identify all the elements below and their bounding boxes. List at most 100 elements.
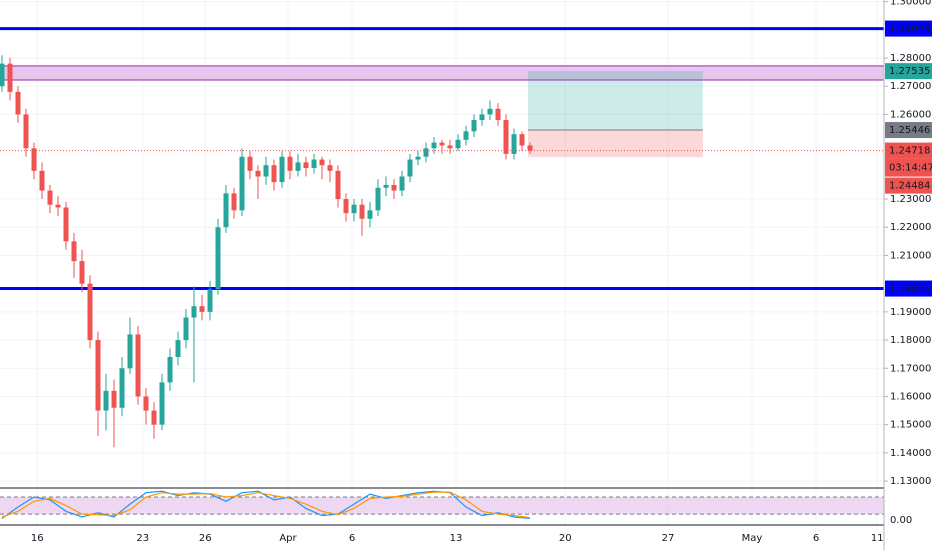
y-tick-label: 0.00 xyxy=(890,515,912,526)
supply-zone xyxy=(0,65,885,81)
position-loss xyxy=(528,130,703,158)
y-tick-label: 1.19000 xyxy=(890,307,931,318)
candle-body xyxy=(23,114,29,149)
stop-tag: 1.24484 xyxy=(889,181,930,192)
position-profit xyxy=(528,71,703,131)
candle-body xyxy=(519,134,525,146)
candle-body xyxy=(279,156,285,183)
candle-body xyxy=(327,165,333,171)
candle-body xyxy=(359,204,365,219)
candle-body xyxy=(479,114,485,121)
candle-body xyxy=(7,63,13,92)
x-tick-label: 23 xyxy=(136,533,149,544)
candle-body xyxy=(335,170,341,200)
candle-body xyxy=(375,187,381,211)
candle-body xyxy=(135,334,141,397)
level-tag-bg xyxy=(885,280,932,297)
candle-body xyxy=(199,306,205,312)
countdown: 03:14:47 xyxy=(889,163,932,174)
y-tick-label: 1.28000 xyxy=(890,53,931,64)
target-tag: 1.27535 xyxy=(889,66,930,77)
candle-body xyxy=(151,410,157,425)
candle-body xyxy=(231,193,237,211)
candle-body xyxy=(31,148,37,171)
candle-body xyxy=(447,145,453,149)
candle-body xyxy=(511,134,517,154)
y-tick-label: 1.14000 xyxy=(890,448,931,459)
candle-body xyxy=(311,159,317,169)
level-tag: 1.29044 xyxy=(889,24,930,35)
candle-body xyxy=(183,317,189,341)
last-price-tag: 1.24718 xyxy=(889,146,930,157)
candle-body xyxy=(247,156,253,171)
candle-body xyxy=(263,165,269,177)
level-tag-bg xyxy=(885,20,932,37)
candle-body xyxy=(111,390,117,408)
candle-body xyxy=(431,142,437,149)
candle-body xyxy=(471,120,477,132)
candle-body xyxy=(527,145,533,151)
y-tick-label: 1.21000 xyxy=(890,250,931,261)
y-tick-label: 1.30000 xyxy=(890,0,931,8)
countdown-bg xyxy=(885,158,932,177)
stoch-line xyxy=(1,491,531,519)
x-tick-label: May xyxy=(742,533,763,544)
candle-body xyxy=(71,241,77,262)
y-tick-label: 1.17000 xyxy=(890,363,931,374)
candle-body xyxy=(119,368,125,408)
candle-body xyxy=(159,382,165,425)
x-tick-label: 16 xyxy=(31,533,44,544)
target-tag-bg xyxy=(885,63,932,80)
candle-body xyxy=(287,156,293,171)
y-tick-label: 1.23000 xyxy=(890,194,931,205)
price-axis xyxy=(884,0,932,550)
candle-body xyxy=(191,306,197,318)
candle-body xyxy=(391,184,397,191)
candle-body xyxy=(39,170,45,191)
candle-body xyxy=(175,340,181,357)
y-tick-label: 1.16000 xyxy=(890,391,931,402)
candle-body xyxy=(455,139,461,149)
candle-body xyxy=(167,356,173,383)
x-tick-label: 20 xyxy=(559,533,572,544)
y-tick-label: 1.18000 xyxy=(890,335,931,346)
candle-body xyxy=(87,283,93,341)
candle-body xyxy=(271,165,277,183)
y-tick-label: 1.27000 xyxy=(890,81,931,92)
entry-tag: 1.25446 xyxy=(889,125,930,136)
candle-body xyxy=(495,108,501,121)
candle-body xyxy=(503,120,509,154)
candle-body xyxy=(367,210,373,219)
candle-body xyxy=(303,162,309,169)
candle-body xyxy=(127,334,133,369)
x-tick-label: 6 xyxy=(813,533,819,544)
y-tick-label: 1.22000 xyxy=(890,222,931,233)
x-tick-label: 27 xyxy=(662,533,675,544)
candle-body xyxy=(103,390,109,411)
stop-tag-bg xyxy=(885,177,932,194)
candle-body xyxy=(95,340,101,411)
candle-body xyxy=(79,261,85,284)
candle-body xyxy=(223,193,229,228)
candle-body xyxy=(255,170,261,177)
candle-body xyxy=(439,142,445,146)
candle-body xyxy=(399,176,405,191)
candle-body xyxy=(63,207,69,242)
candle-body xyxy=(415,156,421,160)
candle-body xyxy=(487,108,493,115)
last-price-tag-bg xyxy=(885,142,932,159)
candle-body xyxy=(15,91,21,115)
level-tag: 1.19826 xyxy=(889,284,930,295)
y-tick-label: 1.26000 xyxy=(890,109,931,120)
candle-body xyxy=(423,148,429,157)
candle-body xyxy=(215,227,221,290)
candle-body xyxy=(239,156,245,211)
y-tick-label: 1.13000 xyxy=(890,476,931,487)
stoch-band xyxy=(0,497,884,515)
candle-body xyxy=(143,396,149,411)
candle-body xyxy=(319,159,325,166)
candle-body xyxy=(351,204,357,214)
x-tick-label: 13 xyxy=(450,533,463,544)
